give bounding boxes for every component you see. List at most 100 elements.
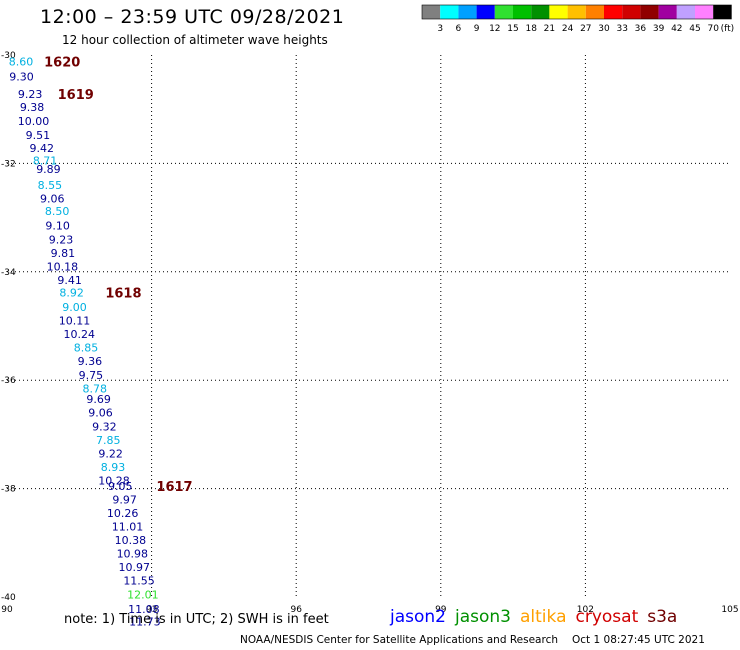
wave-height-labels: 8.609.309.239.3810.009.519.428.719.898.5… (9, 56, 161, 629)
wave-height-point: 9.81 (51, 247, 76, 260)
wave-height-point: 8.50 (45, 205, 70, 218)
wave-height-point: 11.08 (128, 603, 160, 616)
wave-height-point: 9.51 (26, 129, 51, 142)
legend-label: 39 (653, 24, 665, 34)
wave-height-point: 9.36 (78, 355, 103, 368)
credit-text: NOAA/NESDIS Center for Satellite Applica… (240, 634, 558, 646)
wave-height-point: 8.71 (33, 155, 58, 168)
legend-swatch (604, 5, 623, 19)
wave-height-point: 8.93 (101, 461, 126, 474)
color-scale-legend: 3 6 9 12 15 18 21 24 27 30 33 36 39 42 45 70 (ft) (421, 4, 735, 34)
wave-height-point: 9.42 (29, 142, 54, 155)
legend-frame (421, 4, 732, 20)
wave-height-point: 9.75 (79, 369, 104, 382)
legend-label: 70 (707, 24, 719, 34)
wave-height-point: 9.69 (86, 393, 111, 406)
wave-height-point: 9.22 (98, 447, 123, 460)
legend-swatch (513, 5, 532, 19)
wave-height-point: 10.00 (18, 115, 50, 128)
wave-height-point: 11.01 (112, 521, 144, 534)
wave-height-point: 9.00 (62, 301, 87, 314)
wave-height-point: 11.73 (129, 615, 161, 628)
wave-height-point: 10.11 (59, 315, 91, 328)
legend-label: 42 (671, 24, 682, 34)
legend-label: 21 (544, 24, 555, 34)
legend-swatch (422, 5, 441, 19)
wave-height-point: 8.55 (38, 179, 63, 192)
page-subtitle: 12 hour collection of altimeter wave hei… (62, 33, 328, 47)
y-tick-label: -36 (1, 376, 16, 386)
satellite-altika: altika (520, 607, 567, 627)
wave-height-point: 10.28 (98, 474, 130, 487)
wave-height-point: 9.38 (20, 101, 45, 114)
satellite-jason2: jason2 (390, 607, 446, 627)
legend-swatch (476, 5, 495, 19)
x-tick-label: 99 (435, 605, 447, 615)
wave-height-point: 9.05 (108, 480, 133, 493)
legend-unit: (ft) (721, 24, 735, 34)
legend-swatch (585, 5, 604, 19)
wave-height-point: 9.41 (57, 274, 82, 287)
footer-note: note: 1) Time is in UTC; 2) SWH is in fe… (64, 612, 329, 627)
wave-height-point: 8.92 (59, 286, 84, 299)
x-tick-label: 102 (577, 605, 594, 615)
wave-height-point: 10.18 (47, 260, 79, 273)
wave-height-point: 10.38 (115, 534, 147, 547)
legend-label: 18 (525, 24, 537, 34)
time-label: 1619 (58, 88, 94, 103)
legend-label: 30 (598, 24, 610, 34)
wave-height-point: 10.97 (118, 561, 150, 574)
legend-swatch (713, 5, 732, 19)
wave-height-point: 9.30 (9, 71, 34, 84)
legend-label: 12 (489, 24, 500, 34)
legend-swatch (567, 5, 586, 19)
wave-height-point: 9.32 (92, 420, 117, 433)
satellite-jason3: jason3 (455, 607, 511, 627)
legend-label: 45 (689, 24, 700, 34)
y-tick-label: -32 (1, 159, 16, 169)
x-tick-label: 96 (290, 605, 302, 615)
wave-height-point: 9.23 (49, 233, 74, 246)
wave-height-point: 9.06 (88, 407, 113, 420)
wave-height-point: 8.85 (74, 342, 99, 355)
legend-swatch (549, 5, 568, 19)
y-tick-label: -38 (1, 485, 16, 495)
legend-swatch (640, 5, 659, 19)
time-label: 1617 (156, 480, 192, 495)
legend-swatch (658, 5, 677, 19)
wave-height-point: 11.55 (123, 575, 155, 588)
time-label: 1618 (105, 286, 141, 301)
legend-label: 27 (580, 24, 591, 34)
legend-swatch (622, 5, 641, 19)
wave-height-point: 10.24 (64, 328, 96, 341)
wave-height-point: 9.23 (18, 88, 43, 101)
wave-height-point: 9.10 (45, 220, 70, 233)
legend-label: 33 (616, 24, 627, 34)
legend-swatch (531, 5, 550, 19)
wave-height-point: 8.78 (82, 382, 107, 395)
generated-timestamp: Oct 1 08:27:45 UTC 2021 (572, 634, 705, 646)
legend-label: 36 (635, 24, 647, 34)
x-tick-label: 90 (1, 605, 13, 615)
wave-height-point: 12.01 (127, 588, 159, 601)
x-tick-label: 105 (721, 605, 738, 615)
wave-height-point: 10.98 (117, 548, 149, 561)
page-title: 12:00 – 23:59 UTC 09/28/2021 (40, 6, 345, 28)
legend-swatch (676, 5, 695, 19)
time-labels: 1620 1619 1618 1617 (44, 56, 192, 495)
wave-height-point: 7.85 (96, 434, 121, 447)
y-tick-label: -34 (1, 268, 16, 278)
wave-height-point: 9.89 (36, 163, 61, 176)
legend-swatch (440, 5, 459, 19)
legend-label: 3 (437, 24, 443, 34)
chart-grid (7, 55, 730, 597)
satellite-cryosat: cryosat (575, 607, 639, 627)
legend-label: 6 (456, 24, 462, 34)
wave-height-point: 9.97 (112, 493, 137, 506)
legend-label: 24 (562, 24, 574, 34)
legend-swatch (695, 5, 714, 19)
wave-height-point: 10.26 (107, 507, 139, 520)
footer-credit: NOAA/NESDIS Center for Satellite Applica… (240, 634, 705, 646)
legend-label: 15 (507, 24, 518, 34)
